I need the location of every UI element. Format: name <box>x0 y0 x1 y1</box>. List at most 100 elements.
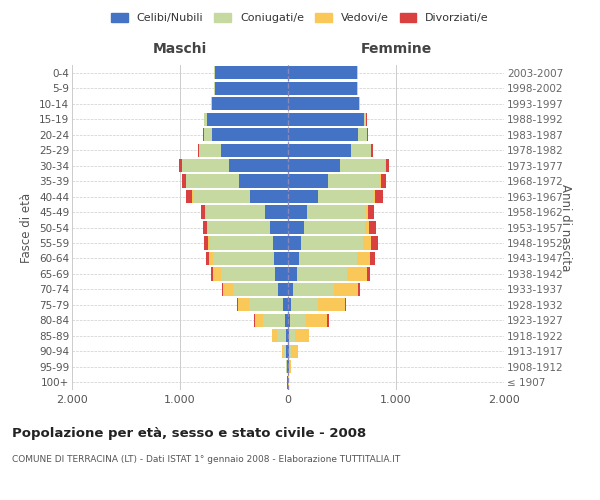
Bar <box>289 330 295 342</box>
Bar <box>289 344 291 358</box>
Bar <box>238 298 249 312</box>
Bar <box>237 298 238 312</box>
Bar <box>221 144 288 156</box>
Bar <box>249 298 283 312</box>
Bar <box>229 159 288 172</box>
Bar <box>275 268 288 280</box>
Bar <box>288 221 304 234</box>
Bar <box>207 112 288 126</box>
Bar <box>386 159 389 172</box>
Bar <box>204 128 212 141</box>
Bar <box>374 190 376 203</box>
Bar <box>265 206 288 218</box>
Bar <box>369 221 376 234</box>
Bar <box>288 159 340 172</box>
Text: COMUNE DI TERRACINA (LT) - Dati ISTAT 1° gennaio 2008 - Elaborazione TUTTITALIA.: COMUNE DI TERRACINA (LT) - Dati ISTAT 1°… <box>12 455 400 464</box>
Bar <box>272 330 277 342</box>
Text: Femmine: Femmine <box>361 42 431 56</box>
Bar <box>250 190 288 203</box>
Bar <box>328 314 329 327</box>
Bar <box>212 97 288 110</box>
Bar <box>288 97 359 110</box>
Bar <box>296 268 347 280</box>
Bar <box>290 298 318 312</box>
Bar <box>318 298 344 312</box>
Bar <box>283 344 286 358</box>
Bar <box>340 159 385 172</box>
Bar <box>288 174 328 188</box>
Bar <box>239 174 288 188</box>
Bar <box>209 252 214 265</box>
Bar <box>288 360 289 374</box>
Bar <box>263 314 285 327</box>
Bar <box>286 344 288 358</box>
Bar <box>223 283 233 296</box>
Bar <box>283 298 288 312</box>
Bar <box>288 252 299 265</box>
Bar <box>293 283 334 296</box>
Bar <box>288 268 296 280</box>
Bar <box>371 236 377 250</box>
Bar <box>366 206 368 218</box>
Bar <box>211 268 214 280</box>
Bar <box>200 206 205 218</box>
Bar <box>380 174 386 188</box>
Bar <box>357 252 370 265</box>
Bar <box>289 360 291 374</box>
Bar <box>358 128 367 141</box>
Bar <box>288 298 290 312</box>
Bar <box>288 236 301 250</box>
Bar <box>307 206 366 218</box>
Bar <box>277 330 286 342</box>
Bar <box>306 314 328 327</box>
Bar <box>318 190 374 203</box>
Bar <box>199 144 221 156</box>
Bar <box>254 314 263 327</box>
Bar <box>207 221 208 234</box>
Bar <box>278 283 288 296</box>
Bar <box>295 330 309 342</box>
Bar <box>288 128 358 141</box>
Bar <box>288 112 364 126</box>
Y-axis label: Fasce di età: Fasce di età <box>20 192 34 262</box>
Bar <box>208 236 210 250</box>
Bar <box>368 206 374 218</box>
Bar <box>187 190 193 203</box>
Bar <box>286 360 287 374</box>
Bar <box>281 344 283 358</box>
Bar <box>206 252 209 265</box>
Y-axis label: Anni di nascita: Anni di nascita <box>559 184 572 271</box>
Bar <box>285 314 288 327</box>
Bar <box>215 82 288 95</box>
Bar <box>359 97 360 110</box>
Bar <box>370 252 376 265</box>
Bar <box>274 252 288 265</box>
Bar <box>344 298 346 312</box>
Bar <box>187 174 239 188</box>
Legend: Celibi/Nubili, Coniugati/e, Vedovi/e, Divorziati/e: Celibi/Nubili, Coniugati/e, Vedovi/e, Di… <box>107 8 493 28</box>
Bar <box>182 174 186 188</box>
Bar <box>347 268 367 280</box>
Bar <box>287 360 288 374</box>
Bar <box>288 283 293 296</box>
Bar <box>204 112 207 126</box>
Bar <box>304 221 365 234</box>
Bar <box>208 221 269 234</box>
Bar <box>221 283 223 296</box>
Bar <box>350 144 371 156</box>
Bar <box>206 206 265 218</box>
Bar <box>288 190 318 203</box>
Bar <box>288 344 289 358</box>
Bar <box>269 221 288 234</box>
Bar <box>299 252 357 265</box>
Bar <box>371 144 373 156</box>
Bar <box>376 190 383 203</box>
Bar <box>198 144 199 156</box>
Bar <box>291 344 298 358</box>
Bar <box>210 236 273 250</box>
Text: Maschi: Maschi <box>153 42 207 56</box>
Bar <box>179 159 182 172</box>
Bar <box>214 268 221 280</box>
Bar <box>362 236 371 250</box>
Bar <box>288 314 290 327</box>
